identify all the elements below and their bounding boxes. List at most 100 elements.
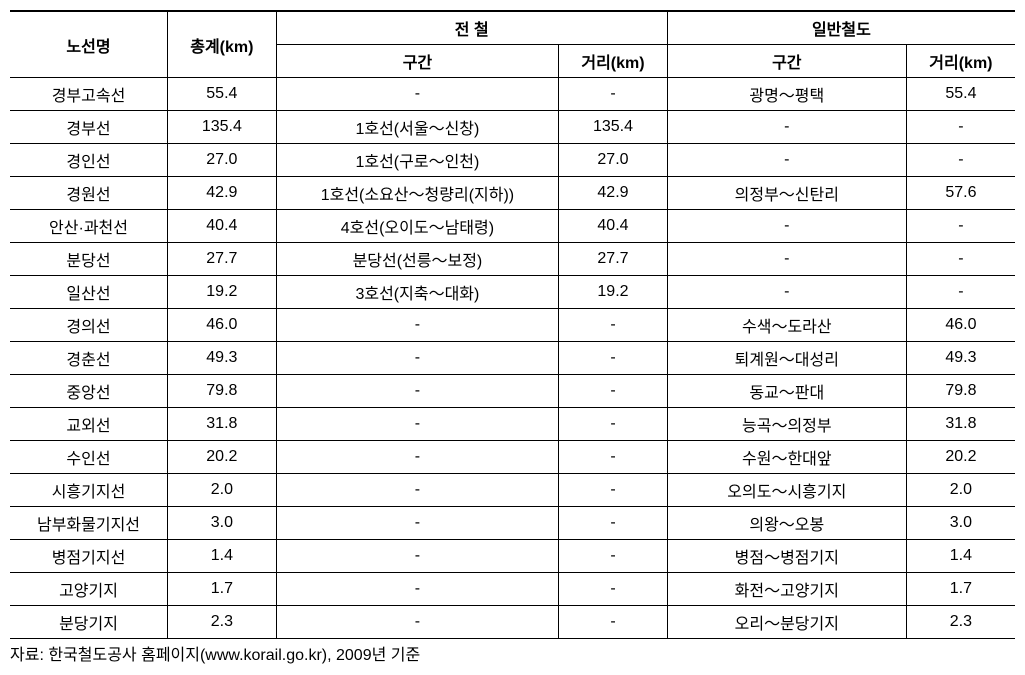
cell-line-name: 분당선 bbox=[10, 243, 168, 276]
cell-metro-section: 3호선(지축～대화) bbox=[276, 276, 558, 309]
table-row: 중앙선79.8--동교～판대79.8 bbox=[10, 375, 1015, 408]
cell-metro-section: 분당선(선릉～보정) bbox=[276, 243, 558, 276]
cell-rail-section: 수색～도라산 bbox=[667, 309, 906, 342]
cell-rail-distance: 1.7 bbox=[906, 573, 1015, 606]
cell-metro-distance: - bbox=[559, 408, 668, 441]
table-row: 안산·과천선40.44호선(오이도～남태령)40.4-- bbox=[10, 210, 1015, 243]
cell-metro-distance: - bbox=[559, 540, 668, 573]
header-metro-distance: 거리(km) bbox=[559, 45, 668, 78]
cell-total: 19.2 bbox=[168, 276, 277, 309]
table-header: 노선명 총계(km) 전 철 일반철도 구간 거리(km) 구간 거리(km) bbox=[10, 11, 1015, 78]
cell-line-name: 일산선 bbox=[10, 276, 168, 309]
cell-rail-section: 동교～판대 bbox=[667, 375, 906, 408]
cell-metro-distance: - bbox=[559, 606, 668, 639]
cell-metro-section: - bbox=[276, 573, 558, 606]
cell-metro-distance: - bbox=[559, 342, 668, 375]
cell-rail-section: 오의도～시흥기지 bbox=[667, 474, 906, 507]
table-row: 남부화물기지선3.0--의왕～오봉3.0 bbox=[10, 507, 1015, 540]
cell-metro-distance: 27.0 bbox=[559, 144, 668, 177]
cell-total: 2.0 bbox=[168, 474, 277, 507]
cell-rail-section: - bbox=[667, 243, 906, 276]
cell-line-name: 중앙선 bbox=[10, 375, 168, 408]
cell-metro-distance: 42.9 bbox=[559, 177, 668, 210]
railway-lines-table: 노선명 총계(km) 전 철 일반철도 구간 거리(km) 구간 거리(km) … bbox=[10, 10, 1015, 639]
table-row: 일산선19.23호선(지축～대화)19.2-- bbox=[10, 276, 1015, 309]
cell-rail-distance: 46.0 bbox=[906, 309, 1015, 342]
cell-rail-section: 오리～분당기지 bbox=[667, 606, 906, 639]
cell-total: 3.0 bbox=[168, 507, 277, 540]
cell-rail-section: 광명～평택 bbox=[667, 78, 906, 111]
table-row: 경부고속선55.4--광명～평택55.4 bbox=[10, 78, 1015, 111]
header-metro-section: 구간 bbox=[276, 45, 558, 78]
cell-total: 40.4 bbox=[168, 210, 277, 243]
cell-total: 27.7 bbox=[168, 243, 277, 276]
header-total: 총계(km) bbox=[168, 11, 277, 78]
cell-rail-section: 화전～고양기지 bbox=[667, 573, 906, 606]
cell-metro-section: - bbox=[276, 309, 558, 342]
cell-rail-distance: 57.6 bbox=[906, 177, 1015, 210]
cell-rail-section: 능곡～의정부 bbox=[667, 408, 906, 441]
cell-line-name: 안산·과천선 bbox=[10, 210, 168, 243]
cell-rail-distance: 2.3 bbox=[906, 606, 1015, 639]
cell-total: 55.4 bbox=[168, 78, 277, 111]
table-row: 경부선135.41호선(서울～신창)135.4-- bbox=[10, 111, 1015, 144]
cell-metro-section: - bbox=[276, 474, 558, 507]
cell-rail-distance: - bbox=[906, 243, 1015, 276]
table-row: 분당기지2.3--오리～분당기지2.3 bbox=[10, 606, 1015, 639]
cell-rail-distance: 20.2 bbox=[906, 441, 1015, 474]
cell-metro-distance: - bbox=[559, 474, 668, 507]
cell-metro-section: - bbox=[276, 408, 558, 441]
cell-rail-distance: - bbox=[906, 111, 1015, 144]
cell-total: 49.3 bbox=[168, 342, 277, 375]
cell-metro-distance: - bbox=[559, 375, 668, 408]
header-rail-distance: 거리(km) bbox=[906, 45, 1015, 78]
cell-total: 135.4 bbox=[168, 111, 277, 144]
cell-metro-section: 4호선(오이도～남태령) bbox=[276, 210, 558, 243]
cell-metro-distance: 135.4 bbox=[559, 111, 668, 144]
cell-metro-section: - bbox=[276, 606, 558, 639]
table-row: 경인선27.01호선(구로～인천)27.0-- bbox=[10, 144, 1015, 177]
cell-rail-section: - bbox=[667, 276, 906, 309]
header-metro-group: 전 철 bbox=[276, 11, 667, 45]
cell-total: 1.7 bbox=[168, 573, 277, 606]
table-row: 고양기지1.7--화전～고양기지1.7 bbox=[10, 573, 1015, 606]
cell-total: 1.4 bbox=[168, 540, 277, 573]
cell-rail-distance: - bbox=[906, 210, 1015, 243]
cell-total: 27.0 bbox=[168, 144, 277, 177]
cell-metro-distance: 27.7 bbox=[559, 243, 668, 276]
cell-total: 42.9 bbox=[168, 177, 277, 210]
table-row: 수인선20.2--수원～한대앞20.2 bbox=[10, 441, 1015, 474]
cell-rail-section: - bbox=[667, 111, 906, 144]
table-row: 병점기지선1.4--병점～병점기지1.4 bbox=[10, 540, 1015, 573]
cell-metro-section: 1호선(구로～인천) bbox=[276, 144, 558, 177]
table-row: 시흥기지선2.0--오의도～시흥기지2.0 bbox=[10, 474, 1015, 507]
cell-total: 20.2 bbox=[168, 441, 277, 474]
cell-metro-section: - bbox=[276, 342, 558, 375]
cell-metro-section: 1호선(소요산～청량리(지하)) bbox=[276, 177, 558, 210]
cell-rail-distance: 49.3 bbox=[906, 342, 1015, 375]
cell-rail-section: 수원～한대앞 bbox=[667, 441, 906, 474]
cell-line-name: 경의선 bbox=[10, 309, 168, 342]
cell-rail-section: - bbox=[667, 144, 906, 177]
cell-total: 79.8 bbox=[168, 375, 277, 408]
cell-rail-distance: - bbox=[906, 144, 1015, 177]
cell-line-name: 분당기지 bbox=[10, 606, 168, 639]
cell-metro-section: - bbox=[276, 441, 558, 474]
cell-metro-distance: 19.2 bbox=[559, 276, 668, 309]
cell-metro-distance: - bbox=[559, 309, 668, 342]
cell-metro-section: - bbox=[276, 78, 558, 111]
cell-rail-distance: 55.4 bbox=[906, 78, 1015, 111]
table-row: 교외선31.8--능곡～의정부31.8 bbox=[10, 408, 1015, 441]
cell-metro-section: - bbox=[276, 540, 558, 573]
cell-rail-section: 의정부～신탄리 bbox=[667, 177, 906, 210]
cell-rail-section: 퇴계원～대성리 bbox=[667, 342, 906, 375]
cell-rail-distance: - bbox=[906, 276, 1015, 309]
table-row: 경춘선49.3--퇴계원～대성리49.3 bbox=[10, 342, 1015, 375]
cell-line-name: 남부화물기지선 bbox=[10, 507, 168, 540]
cell-metro-section: 1호선(서울～신창) bbox=[276, 111, 558, 144]
cell-line-name: 교외선 bbox=[10, 408, 168, 441]
cell-metro-section: - bbox=[276, 375, 558, 408]
cell-total: 31.8 bbox=[168, 408, 277, 441]
cell-line-name: 경부고속선 bbox=[10, 78, 168, 111]
cell-line-name: 병점기지선 bbox=[10, 540, 168, 573]
